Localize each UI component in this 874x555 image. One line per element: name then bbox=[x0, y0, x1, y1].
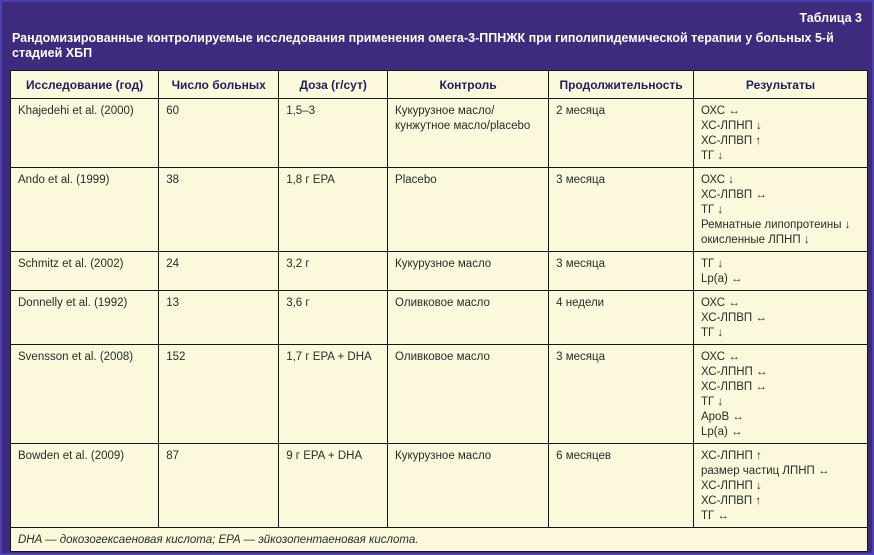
result-line: Ремнатные липопротеины ↓ bbox=[700, 219, 851, 231]
cell-study: Svensson et al. (2008) bbox=[9, 344, 160, 444]
table-row: Donnelly et al. (1992) 13 3,6 г Оливково… bbox=[9, 290, 869, 345]
result-line: ХС-ЛПНП ↓ bbox=[700, 480, 762, 492]
column-header-duration: Продолжительность bbox=[548, 70, 694, 99]
result-line: Lp(a) ↔ bbox=[700, 273, 743, 285]
result-line: размер частиц ЛПНП ↔ bbox=[700, 465, 830, 477]
table-row: Khajedehi et al. (2000) 60 1,5–3 Кукуруз… bbox=[9, 98, 869, 168]
column-header-study: Исследование (год) bbox=[9, 70, 160, 99]
result-line: ТГ ↓ bbox=[700, 150, 724, 162]
cell-dose: 1,5–3 bbox=[278, 98, 389, 168]
cell-results: ХС-ЛПНП ↑ размер частиц ЛПНП ↔ ХС-ЛПНП ↓… bbox=[692, 443, 869, 528]
result-line: ТГ ↓ bbox=[700, 327, 724, 339]
result-line: ХС-ЛПВП ↔ bbox=[700, 381, 767, 393]
cell-results: ОХС ↔ ХС-ЛПНП ↓ ХС-ЛПВП ↑ ТГ ↓ bbox=[692, 98, 869, 168]
cell-results: ОХС ↔ ХС-ЛПВП ↔ ТГ ↓ bbox=[692, 290, 869, 345]
result-line: ТГ ↔ bbox=[700, 510, 729, 522]
column-header-results: Результаты bbox=[692, 70, 869, 99]
cell-dose: 3,6 г bbox=[278, 290, 389, 345]
cell-duration: 3 месяца bbox=[548, 344, 694, 444]
result-line: ОХС ↔ bbox=[700, 351, 740, 363]
cell-duration: 6 месяцев bbox=[548, 443, 694, 528]
result-line: ХС-ЛПВП ↔ bbox=[700, 189, 767, 201]
cell-patients: 152 bbox=[158, 344, 280, 444]
result-line: ОХС ↔ bbox=[700, 105, 740, 117]
page-title: Рандомизированные контролируемые исследо… bbox=[12, 31, 834, 60]
cell-duration: 4 недели bbox=[548, 290, 694, 345]
cell-patients: 24 bbox=[158, 251, 280, 291]
cell-control: Кукурузное масло bbox=[387, 251, 550, 291]
result-line: ТГ ↓ bbox=[700, 204, 724, 216]
result-line: ХС-ЛПВП ↑ bbox=[700, 135, 762, 147]
table-row: Ando et al. (1999) 38 1,8 г EPA Placebo … bbox=[9, 167, 869, 252]
cell-patients: 60 bbox=[158, 98, 280, 168]
result-line: ХС-ЛПНП ↓ bbox=[700, 120, 762, 132]
cell-control: Оливковое масло bbox=[387, 344, 550, 444]
cell-dose: 1,7 г EPA + DHA bbox=[278, 344, 389, 444]
cell-dose: 3,2 г bbox=[278, 251, 389, 291]
cell-study: Bowden et al. (2009) bbox=[9, 443, 160, 528]
table-row: Schmitz et al. (2002) 24 3,2 г Кукурузно… bbox=[9, 251, 869, 291]
table-header-row: Исследование (год) Число больных Доза (г… bbox=[9, 70, 869, 99]
result-line: Lp(a) ↔ bbox=[700, 426, 743, 438]
result-line: ОХС ↓ bbox=[700, 174, 734, 186]
result-line: ТГ ↓ bbox=[700, 258, 724, 270]
footnote-row: DHA — докозогексаеновая кислота; EPA — э… bbox=[10, 527, 868, 552]
result-line: ХС-ЛПНП ↔ bbox=[700, 366, 768, 378]
cell-control: Оливковое масло bbox=[387, 290, 550, 345]
result-line: ХС-ЛПВП ↔ bbox=[700, 312, 767, 324]
table-number-label: Таблица 3 bbox=[799, 11, 862, 25]
cell-study: Khajedehi et al. (2000) bbox=[9, 98, 160, 168]
cell-study: Donnelly et al. (1992) bbox=[9, 290, 160, 345]
result-line: ХС-ЛПНП ↑ bbox=[700, 450, 762, 462]
column-header-control: Контроль bbox=[387, 70, 550, 99]
cell-duration: 3 месяца bbox=[548, 251, 694, 291]
result-line: ТГ ↓ bbox=[700, 396, 724, 408]
cell-control: Кукурузное масло/кунжутное масло/placebo bbox=[387, 98, 550, 168]
cell-dose: 1,8 г EPA bbox=[278, 167, 389, 252]
result-line: ХС-ЛПВП ↑ bbox=[700, 495, 762, 507]
table-row: Svensson et al. (2008) 152 1,7 г EPA + D… bbox=[9, 344, 869, 444]
cell-duration: 2 месяца bbox=[548, 98, 694, 168]
result-line: окисленные ЛПНП ↓ bbox=[700, 234, 810, 246]
cell-patients: 87 bbox=[158, 443, 280, 528]
cell-patients: 38 bbox=[158, 167, 280, 252]
studies-table: Исследование (год) Число больных Доза (г… bbox=[9, 70, 869, 552]
column-header-patients: Число больных bbox=[158, 70, 280, 99]
result-line: ApoB ↔ bbox=[700, 411, 744, 423]
cell-results: ОХС ↓ ХС-ЛПВП ↔ ТГ ↓ Ремнатные липопроте… bbox=[692, 167, 869, 252]
result-line: ОХС ↔ bbox=[700, 297, 740, 309]
cell-control: Placebo bbox=[387, 167, 550, 252]
table-row: Bowden et al. (2009) 87 9 г EPA + DHA Ку… bbox=[9, 443, 869, 528]
cell-study: Schmitz et al. (2002) bbox=[9, 251, 160, 291]
cell-results: ТГ ↓ Lp(a) ↔ bbox=[692, 251, 869, 291]
column-header-dose: Доза (г/сут) bbox=[278, 70, 389, 99]
cell-dose: 9 г EPA + DHA bbox=[278, 443, 389, 528]
table-footnote: DHA — докозогексаеновая кислота; EPA — э… bbox=[10, 527, 868, 552]
cell-control: Кукурузное масло bbox=[387, 443, 550, 528]
cell-duration: 3 месяца bbox=[548, 167, 694, 252]
cell-study: Ando et al. (1999) bbox=[9, 167, 160, 252]
cell-patients: 13 bbox=[158, 290, 280, 345]
cell-results: ОХС ↔ ХС-ЛПНП ↔ ХС-ЛПВП ↔ ТГ ↓ ApoB ↔ Lp… bbox=[692, 344, 869, 444]
